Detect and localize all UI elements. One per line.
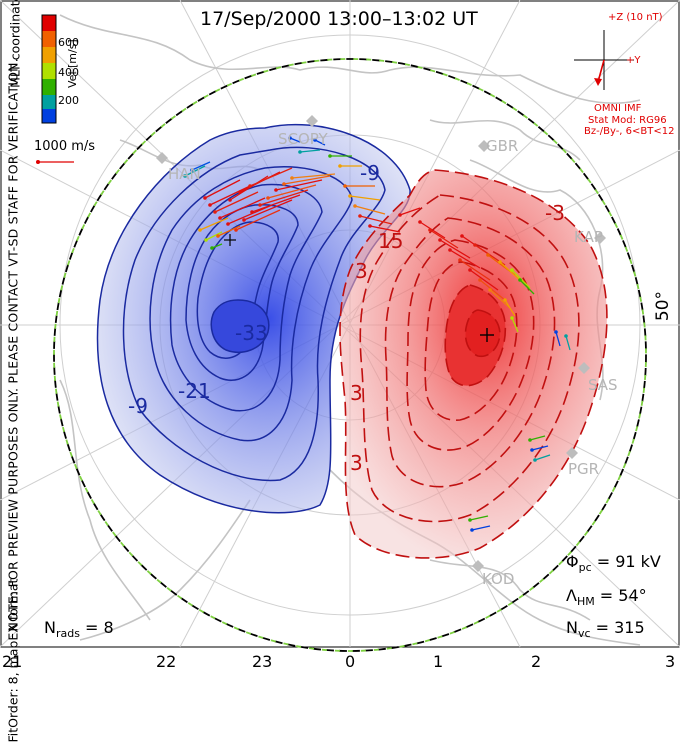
imf-by-label: +Y xyxy=(626,55,641,66)
radar-count: Nrads = 8 xyxy=(44,618,114,641)
contour-label-pos-3c: 3 xyxy=(350,451,363,475)
contour-label-neg-33: -33 xyxy=(235,321,268,345)
contour-label-pos-m3: -3 xyxy=(545,201,565,225)
plot-frame xyxy=(0,0,680,648)
fit-order-label: FitOrder: 8, mapEX format xyxy=(5,578,21,743)
station-label-han: HAN xyxy=(168,165,201,183)
hm-latitude: ΛHM = 54° xyxy=(566,586,647,609)
contour-label-neg-top: -9 xyxy=(360,161,380,185)
colorbar-tick-400: 400 xyxy=(58,66,79,79)
map-title: 17/Sep/2000 13:00–13:02 UT xyxy=(200,8,478,30)
contour-label-pos-3a: 3 xyxy=(355,259,368,283)
n-vc-value: 315 xyxy=(614,618,645,637)
potential-maximum-marker xyxy=(480,328,494,342)
hm-boundary-black xyxy=(53,58,647,652)
contour-label-neg-9: -9 xyxy=(128,394,148,418)
station-label-kod: KOD xyxy=(482,570,515,588)
velocity-scale-bar xyxy=(36,160,74,164)
contour-label-pos-3b: 3 xyxy=(350,381,363,405)
imf-source-label: OMNI IMF xyxy=(594,103,642,114)
imf-condition-label: Bz-/By-, 6<BT<12 xyxy=(584,126,675,137)
vector-count: Nvc = 315 xyxy=(566,618,645,641)
station-label-gbr: GBR xyxy=(486,137,519,155)
negative-potential-cell xyxy=(96,123,411,514)
mlt-tick-0: 0 xyxy=(345,652,356,671)
convection-map: -9 -21 -33 -9 3 15 3 3 -3 xyxy=(0,0,680,652)
velocity-scale-label: 1000 m/s xyxy=(34,139,96,154)
lambda-hm-value: 54° xyxy=(618,586,647,605)
contour-label-neg-21: -21 xyxy=(178,379,211,403)
velocity-colorbar xyxy=(41,14,57,124)
phi-pc-value: 91 kV xyxy=(615,552,661,571)
station-label-scopy: SCOPY xyxy=(278,130,328,148)
velocity-vectors-dusk xyxy=(183,136,401,250)
mlt-tick-22: 22 xyxy=(156,652,177,671)
mlt-tick-2: 2 xyxy=(531,652,542,671)
mlt-tick-21: 21 xyxy=(2,652,23,671)
stat-model-label: Stat Mod: RG96 xyxy=(588,115,667,126)
velocity-vectors-dawn xyxy=(398,207,571,532)
mlt-tick-3: 3 xyxy=(665,652,676,671)
imf-dial xyxy=(574,30,634,90)
potential-minimum-marker xyxy=(224,234,236,246)
station-label-pgr: PGR xyxy=(568,460,600,478)
positive-potential-cell xyxy=(339,169,608,559)
station-label-kap: KAP xyxy=(574,228,603,246)
cross-polar-potential: Φpc = 91 kV xyxy=(566,552,661,575)
n-rads-value: 8 xyxy=(103,618,114,637)
mlt-tick-23: 23 xyxy=(252,652,273,671)
colorbar-tick-600: 600 xyxy=(58,36,79,49)
hm-boundary-green xyxy=(53,58,647,652)
imf-bz-label: +Z (10 nT) xyxy=(608,12,663,23)
mlt-tick-1: 1 xyxy=(433,652,444,671)
radar-station-markers xyxy=(156,115,606,572)
coordinate-system-label: MLT coordinates xyxy=(7,0,23,88)
colorbar-tick-200: 200 xyxy=(58,94,79,107)
station-label-sas: SAS xyxy=(588,376,618,394)
contour-label-pos-15: 15 xyxy=(378,229,403,253)
latitude-label: 50° xyxy=(653,290,674,322)
